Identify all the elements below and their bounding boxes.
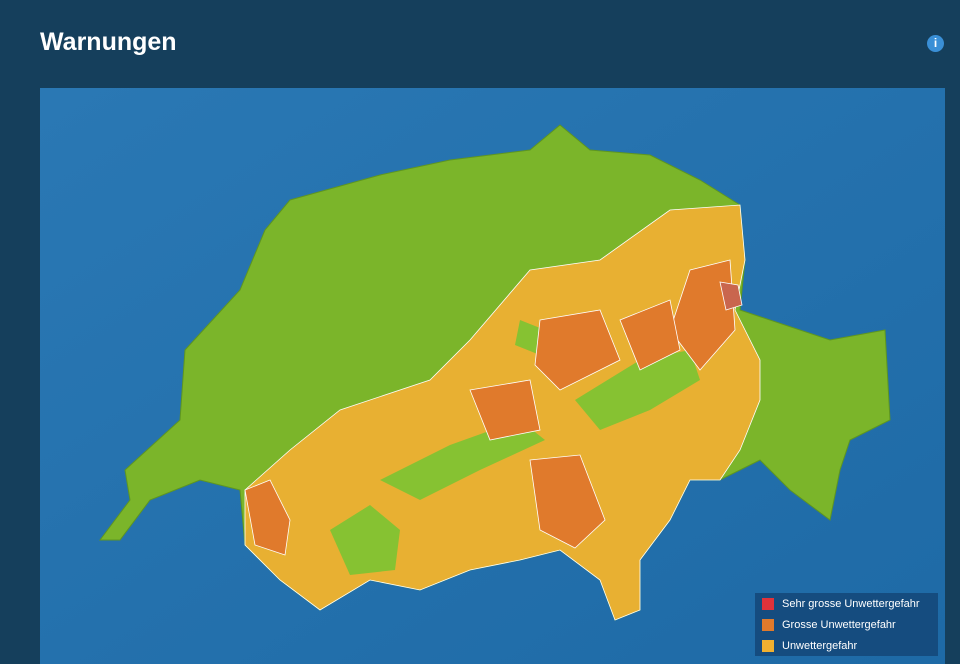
legend-swatch	[762, 639, 774, 652]
legend-item: Grosse Unwettergefahr	[755, 614, 938, 635]
high-warning-area	[534, 309, 621, 391]
legend-label: Sehr grosse Unwettergefahr	[782, 597, 920, 610]
page-title: Warnungen	[40, 28, 177, 56]
legend-swatch	[762, 597, 774, 610]
legend-item: Sehr grosse Unwettergefahr	[755, 593, 938, 614]
high-warning-area	[529, 454, 606, 549]
no-warning-area	[575, 350, 700, 430]
legend-swatch	[762, 618, 774, 631]
info-button[interactable]: i	[927, 35, 944, 52]
legend-label: Grosse Unwettergefahr	[782, 618, 896, 631]
legend: Sehr grosse Unwettergefahr Grosse Unwette…	[755, 593, 938, 656]
no-warning-area	[330, 505, 400, 575]
legend-label: Unwettergefahr	[782, 639, 858, 652]
high-warning-area	[244, 479, 291, 556]
high-warning-area	[619, 299, 681, 371]
very-high-warning-area	[719, 281, 743, 311]
high-warning-area	[469, 379, 541, 441]
no-warning-area	[380, 420, 545, 500]
legend-item: Unwettergefahr	[755, 635, 938, 656]
warning-map	[40, 88, 945, 664]
